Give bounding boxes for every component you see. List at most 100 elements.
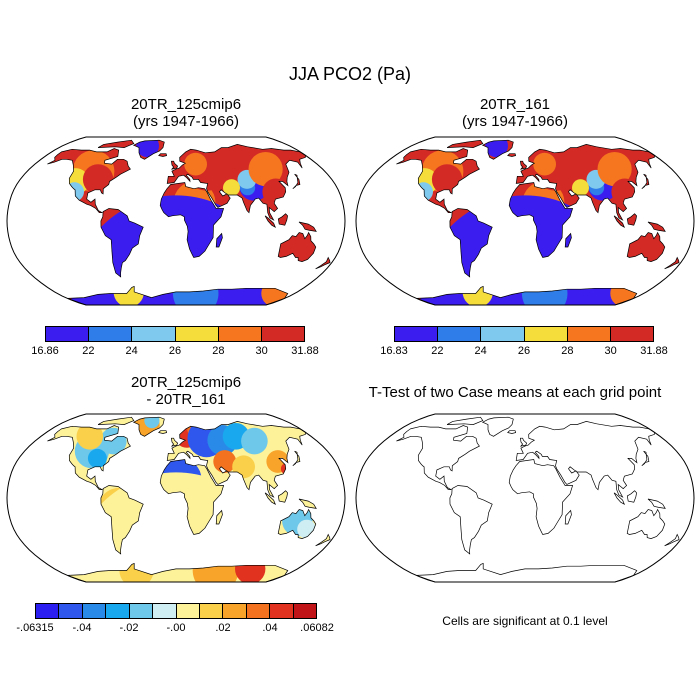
field-patch xyxy=(180,140,234,191)
colorbar-label: 26 xyxy=(517,345,531,357)
colorbar-swatch xyxy=(132,327,176,341)
field-patch xyxy=(87,448,107,468)
field-patch xyxy=(597,152,632,187)
colorbar-swatch xyxy=(176,604,200,618)
coastline xyxy=(626,490,637,503)
field-patch xyxy=(414,182,433,202)
map-ttest xyxy=(355,413,695,583)
coastline xyxy=(647,498,666,509)
coastline xyxy=(626,231,666,262)
coastline xyxy=(100,208,144,278)
colorbar-label: .02 xyxy=(215,622,231,634)
coastline xyxy=(166,421,307,498)
coastline xyxy=(277,508,317,539)
field-patch xyxy=(262,178,290,206)
coastline xyxy=(449,208,493,278)
coastline xyxy=(277,490,288,503)
field-patch xyxy=(533,152,556,176)
colorbar-swatch xyxy=(36,604,60,618)
colorbar-swatch xyxy=(610,327,654,341)
field-patch xyxy=(223,179,240,197)
coastline xyxy=(67,562,289,583)
panel-title-case2: 20TR_161 (yrs 1947-1966) xyxy=(355,96,675,130)
coastline xyxy=(132,416,165,437)
colorbar-swatch xyxy=(246,604,271,618)
coastline xyxy=(132,139,165,160)
coastline xyxy=(298,498,317,509)
coastline xyxy=(664,256,680,270)
figure-title: JJA PCO2 (Pa) xyxy=(288,64,412,84)
coastline xyxy=(641,173,650,189)
colorbar-label: 28 xyxy=(561,345,574,357)
field-patch xyxy=(144,417,160,429)
colorbar-case2: 16.83 22 24 26 28 30 31.88 xyxy=(380,326,668,366)
coastline xyxy=(481,139,514,160)
coastline xyxy=(159,182,225,258)
map-border xyxy=(6,413,346,583)
coastlines xyxy=(396,139,680,306)
map-difference xyxy=(6,413,346,583)
colorbar-swatch xyxy=(261,327,305,341)
coastline xyxy=(664,533,680,547)
panel-title-case1-line1: 20TR_125cmip6 xyxy=(130,96,242,113)
colorbar-label: 24 xyxy=(125,345,138,357)
coastline xyxy=(481,416,514,437)
coastline xyxy=(215,232,223,248)
colorbar-label: 31.88 xyxy=(291,345,319,357)
coastline xyxy=(264,215,277,228)
map-border xyxy=(355,136,695,306)
map-border xyxy=(6,136,346,306)
coastline xyxy=(641,450,650,466)
colorbar-strip xyxy=(35,603,317,619)
land-fill xyxy=(47,140,330,305)
colorbar-strip xyxy=(45,326,305,342)
coastline xyxy=(264,492,277,505)
coastline xyxy=(97,416,135,425)
colorbar-difference: -.06315 -.04 -.02 -.00 .02 .04 .06082 xyxy=(16,603,334,643)
coastline xyxy=(298,221,317,232)
colorbar-label: -.06315 xyxy=(16,622,54,634)
panel-title-case2-line1: 20TR_161 xyxy=(479,96,551,113)
field-patch xyxy=(485,140,509,158)
field-patch xyxy=(266,450,290,473)
colorbar-label: .06082 xyxy=(300,622,334,634)
field-patch xyxy=(521,270,568,305)
panel-title-ttest: T-Test of two Case means at each grid po… xyxy=(368,384,662,401)
colorbar-swatch xyxy=(59,604,83,618)
colorbar-swatch xyxy=(199,604,224,618)
colorbar-swatch xyxy=(46,327,90,341)
colorbar-swatch xyxy=(481,327,525,341)
field-patch xyxy=(529,140,583,191)
field-patch xyxy=(248,152,283,187)
colorbar-label: .04 xyxy=(262,622,278,634)
colorbar-label: 16.86 xyxy=(31,345,59,357)
colorbar-swatch xyxy=(89,327,133,341)
colorbar-label: 22 xyxy=(431,345,444,357)
coastline xyxy=(515,421,656,498)
coastline xyxy=(67,285,289,306)
coastline xyxy=(613,215,626,228)
coastline xyxy=(159,459,225,535)
coastline xyxy=(292,450,301,466)
field-patch xyxy=(280,463,293,475)
coastline xyxy=(446,139,484,148)
map-border xyxy=(355,413,695,583)
field-patch xyxy=(241,427,268,455)
coastline xyxy=(647,221,666,232)
panel-title-case2-line2: (yrs 1947-1966) xyxy=(462,113,568,130)
colorbar-swatch xyxy=(218,327,262,341)
field-patch xyxy=(113,276,145,305)
panel-title-difference-line2: - 20TR_161 xyxy=(146,391,226,408)
colorbar-label: 16.83 xyxy=(380,345,408,357)
coastline xyxy=(519,160,528,170)
field-patch xyxy=(76,423,104,450)
colorbar-swatch xyxy=(293,604,317,618)
coastline xyxy=(158,430,168,434)
field-patch xyxy=(462,276,494,305)
colorbar-label: -.02 xyxy=(119,622,139,634)
coastline xyxy=(97,139,135,148)
coastline xyxy=(292,173,301,189)
coastline xyxy=(508,459,574,535)
coastline xyxy=(626,508,666,539)
land-fill xyxy=(396,140,679,305)
